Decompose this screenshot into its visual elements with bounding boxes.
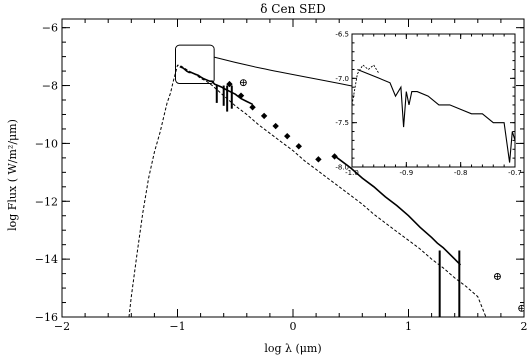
x-tick-label: 1 xyxy=(405,320,412,333)
main-plot-area: −2 −1 0 1 2−16−14−12−10−8−6 xyxy=(35,18,528,333)
y-axis-label: log Flux ( W/m²/μm) xyxy=(6,119,19,231)
x-tick-label: 2 xyxy=(521,320,528,333)
series-line-1 xyxy=(128,64,487,317)
inset-x-tick-label: -0.8 xyxy=(454,169,468,177)
data-point xyxy=(331,153,338,160)
y-tick-label: −14 xyxy=(35,253,58,266)
data-point xyxy=(284,132,291,140)
inset-series-line-2 xyxy=(357,68,515,163)
x-tick-label: 0 xyxy=(290,320,297,333)
data-layer xyxy=(128,64,524,317)
chart-title: δ Cen SED xyxy=(260,2,325,16)
x-tick-label: −2 xyxy=(54,320,70,333)
open-data-point xyxy=(239,79,247,87)
inset-y-tick-label: -8.0 xyxy=(335,164,349,172)
inset-y-tick-label: -7.5 xyxy=(335,119,349,127)
open-data-point xyxy=(518,304,524,312)
inset-x-tick-label: -1.0 xyxy=(345,169,359,177)
open-data-point xyxy=(493,273,501,280)
inset-data-layer xyxy=(352,64,515,163)
data-point xyxy=(249,104,256,111)
x-axis-label: log λ (μm) xyxy=(264,342,321,355)
series-line-2 xyxy=(179,65,253,106)
data-point xyxy=(315,156,322,163)
data-point xyxy=(226,80,233,88)
data-point xyxy=(295,143,302,150)
series-line-3 xyxy=(332,154,462,266)
inset-series-line-1 xyxy=(352,64,380,105)
data-point xyxy=(272,122,279,130)
zoom-box xyxy=(175,44,215,85)
inset-y-tick-label: -7.0 xyxy=(335,75,349,83)
y-tick-label: −12 xyxy=(35,195,58,208)
data-point xyxy=(237,92,245,99)
inset-y-tick-label: -6.5 xyxy=(335,31,349,39)
y-tick-label: −16 xyxy=(35,311,58,324)
y-tick-label: −10 xyxy=(35,137,58,150)
y-tick-label: −6 xyxy=(42,22,58,35)
zoom-connector xyxy=(214,56,353,87)
data-point xyxy=(260,112,268,120)
x-tick-label: −1 xyxy=(169,320,185,333)
inset-x-tick-label: -0.7 xyxy=(508,169,522,177)
inset-x-tick-label: -0.9 xyxy=(399,169,413,177)
inset-plot-area: -1.0 -0.9 -0.8 -0.7 -8.0 -7.5 -7.0 -6.5 xyxy=(335,31,522,178)
y-tick-label: −8 xyxy=(42,80,58,93)
